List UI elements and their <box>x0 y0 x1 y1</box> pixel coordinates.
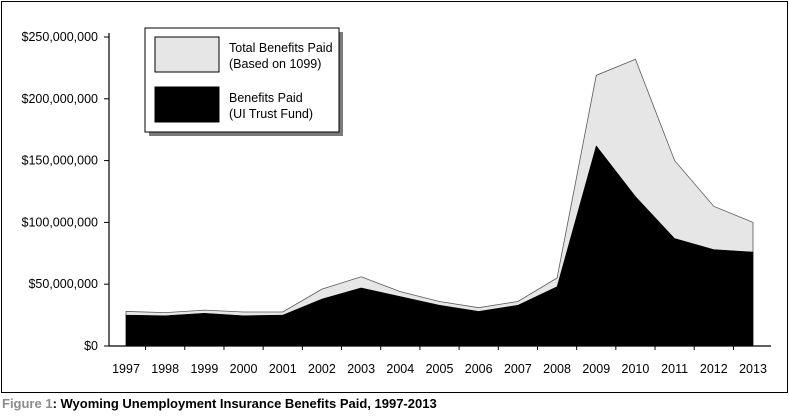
series-area-ui-trust-fund <box>125 145 754 347</box>
x-tick-label: 2002 <box>308 362 336 376</box>
figure-title: : Wyoming Unemployment Insurance Benefit… <box>52 396 437 411</box>
x-tick-label: 2003 <box>347 362 375 376</box>
chart-frame: $0 $50,000,000 $100,000,000 $150,000,000 $20… <box>1 1 788 393</box>
x-tick-label: 2000 <box>230 362 258 376</box>
y-tick-label: $250,000,000 <box>22 30 99 44</box>
figure-caption: Figure 1: Wyoming Unemployment Insurance… <box>2 396 437 411</box>
x-tick-label: 2007 <box>504 362 532 376</box>
legend-swatch-total-benefits <box>154 36 220 73</box>
legend: Total Benefits Paid (Based on 1099) Benefi… <box>144 27 343 136</box>
x-tick-label: 2004 <box>386 362 414 376</box>
x-tick-label: 2006 <box>465 362 493 376</box>
legend-sublabel: (Based on 1099) <box>229 57 321 71</box>
area-chart: $0 $50,000,000 $100,000,000 $150,000,000 $20… <box>22 27 771 376</box>
y-tick-label: $150,000,000 <box>22 154 99 168</box>
y-tick-label: $200,000,000 <box>22 92 99 106</box>
x-tick-label: 2009 <box>582 362 610 376</box>
x-tick-label: 2005 <box>426 362 454 376</box>
x-tick-label: 2001 <box>269 362 297 376</box>
figure-label: Figure 1 <box>2 396 53 411</box>
x-tick-label: 1999 <box>190 362 218 376</box>
y-tick-label: $100,000,000 <box>22 215 99 229</box>
legend-label: Benefits Paid <box>229 91 303 105</box>
y-tick-label: $50,000,000 <box>28 277 98 291</box>
legend-sublabel: (UI Trust Fund) <box>229 107 313 121</box>
axes-layer: $0 $50,000,000 $100,000,000 $150,000,000 $20… <box>22 30 771 376</box>
x-tick-label: 2011 <box>661 362 688 376</box>
x-tick-label: 1998 <box>151 362 179 376</box>
x-tick-label: 2013 <box>739 362 767 376</box>
x-tick-label: 2010 <box>622 362 650 376</box>
x-tick-label: 2008 <box>543 362 571 376</box>
legend-label: Total Benefits Paid <box>229 41 333 55</box>
legend-swatch-ui-trust-fund <box>154 86 220 123</box>
y-tick-label: $0 <box>84 339 98 353</box>
x-tick-label: 2012 <box>700 362 728 376</box>
area-layer <box>125 58 754 347</box>
x-tick-label: 1997 <box>112 362 140 376</box>
